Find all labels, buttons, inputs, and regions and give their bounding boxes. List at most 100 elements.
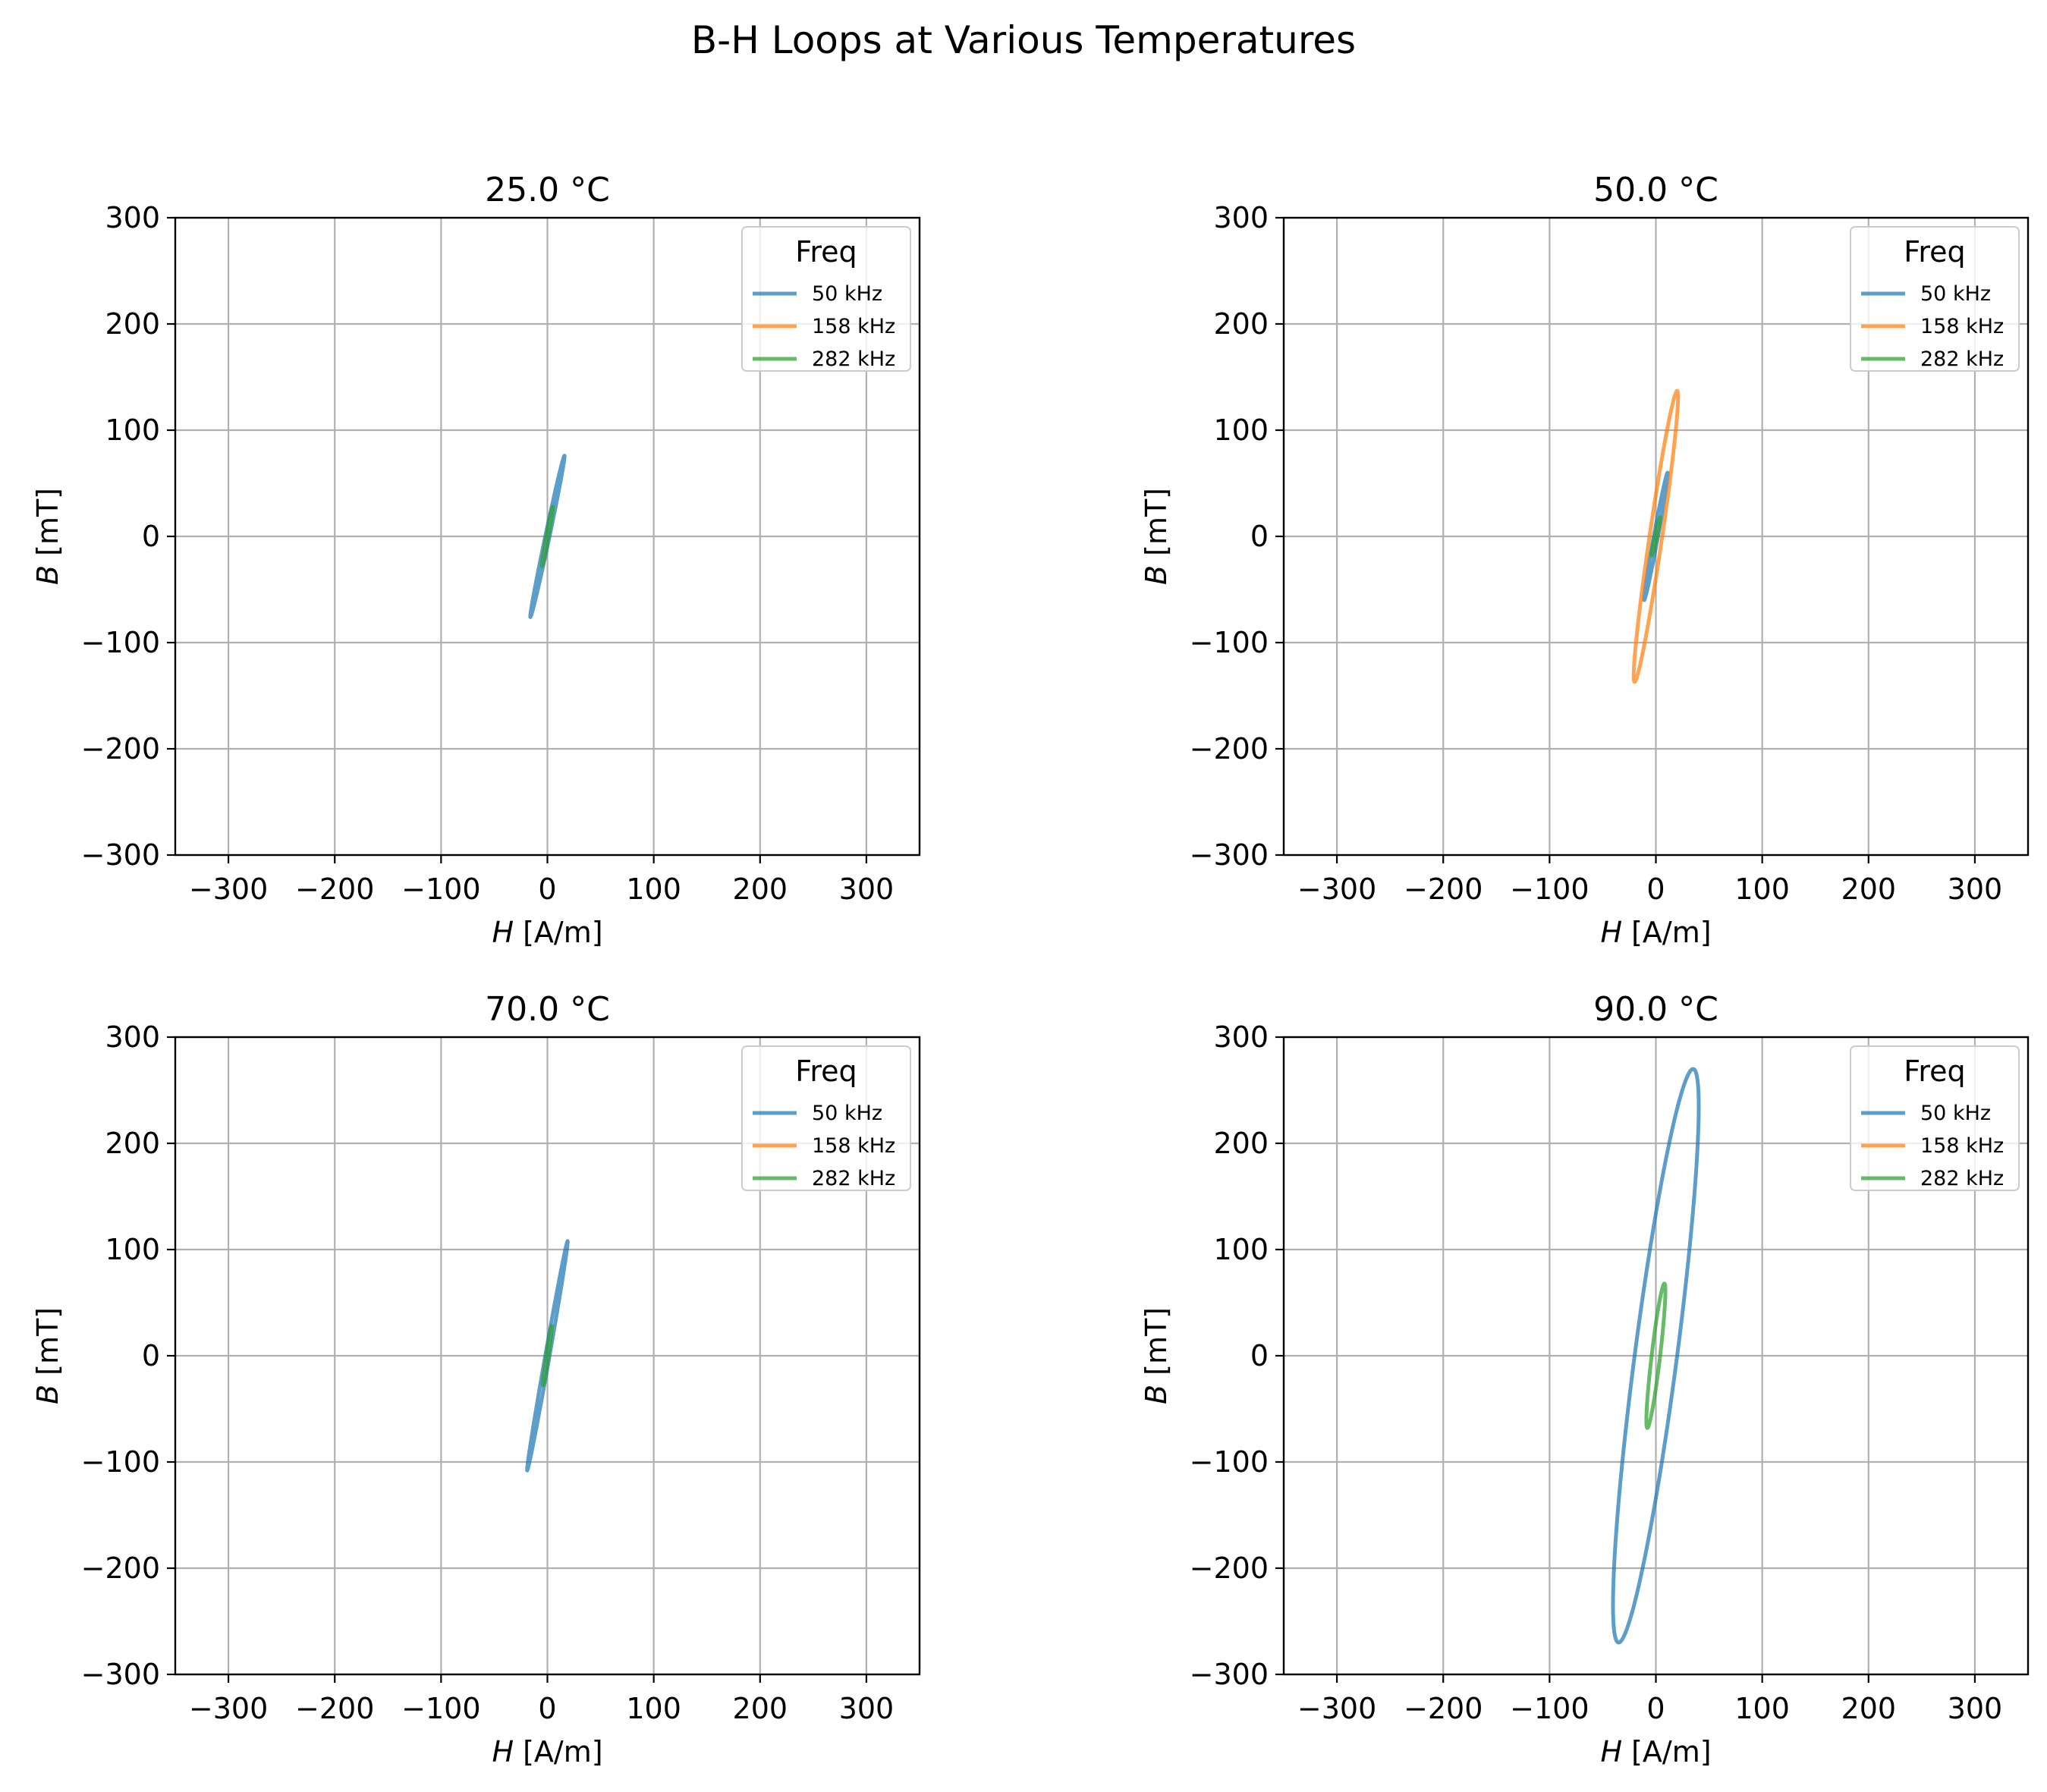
bh-loop-282-khz [541,1324,554,1388]
legend-box [1850,1045,2020,1191]
y-tick-label: 0 [1250,520,1269,553]
x-axis-label: H [A/m] [492,1735,602,1768]
x-tick-label: 200 [1841,1692,1897,1725]
y-axis-label: B [mT] [1140,488,1173,585]
y-axis-label: B [mT] [1140,1307,1173,1404]
x-tick-label: 0 [538,872,556,906]
x-tick-label: −100 [1510,872,1589,906]
bh-loop-158-khz [1631,388,1681,684]
subplot-grid: −300 −200 −100 0 100 200 300 −300 −200 −100 0 100 20… [31,171,2030,1768]
x-tick-label: 300 [1948,1692,2003,1725]
legend-title: Freq [1904,1055,1965,1088]
subplot-4: −300 −200 −100 0 100 200 300 −300 −200 −100 0 100 20… [1140,990,2030,1768]
bh-loop-282-khz [1649,515,1662,558]
y-tick-label: 0 [142,520,160,553]
x-tick-label: −100 [401,872,480,906]
x-axis-label: H [A/m] [1600,1735,1711,1768]
y-tick-label: −200 [1190,1551,1269,1585]
legend-entry-label: 282 kHz [1920,347,2004,371]
y-tick-label: 200 [105,1127,160,1160]
series-layer [1631,388,1681,684]
legend-title: Freq [1904,235,1965,269]
x-tick-label: 100 [1734,872,1790,906]
legend: Freq 50 kHz 158 kHz 282 kHz [741,1045,911,1191]
x-tick-label: −200 [295,872,374,906]
y-tick-label: −100 [1190,1445,1269,1479]
figure-title: B-H Loops at Various Temperatures [691,18,1356,62]
legend-box [741,226,911,372]
x-tick-label: −300 [1297,872,1376,906]
legend-entry-label: 282 kHz [812,347,895,371]
legend-box [741,1045,911,1191]
y-tick-label: −100 [81,1445,160,1479]
y-tick-label: 300 [105,1020,160,1054]
x-tick-label: 200 [1841,872,1897,906]
y-tick-label: −300 [81,838,160,872]
legend-entry-label: 158 kHz [1920,1134,2004,1158]
y-axis-label: B [mT] [31,1307,64,1404]
x-tick-label: −300 [189,1692,268,1725]
x-tick-label: −200 [295,1692,374,1725]
x-tick-label: 200 [733,872,788,906]
y-tick-label: 300 [1213,1020,1269,1054]
y-tick-label: −200 [1190,732,1269,766]
legend-entry-label: 282 kHz [1920,1167,2004,1190]
y-tick-label: 100 [1213,1233,1269,1266]
legend-entry-label: 50 kHz [1920,1102,1991,1125]
legend: Freq 50 kHz 158 kHz 282 kHz [741,226,911,372]
y-tick-label: −200 [81,1551,160,1585]
legend-entry-label: 50 kHz [812,1102,882,1125]
legend-title: Freq [795,235,857,269]
y-tick-label: 0 [1250,1339,1269,1372]
subplot-3: −300 −200 −100 0 100 200 300 −300 −200 −100 0 100 20… [31,990,921,1768]
y-tick-label: 300 [1213,201,1269,234]
x-tick-label: 300 [839,872,895,906]
y-tick-label: 200 [1213,307,1269,341]
legend-entry-label: 50 kHz [812,282,882,306]
subplot-title: 25.0 °C [485,171,610,209]
legend-entry-label: 158 kHz [1920,315,2004,338]
y-tick-label: −100 [81,626,160,659]
y-axis-label: B [mT] [31,488,64,585]
legend-box [1850,226,2020,372]
x-tick-label: −300 [189,872,268,906]
series-layer [528,454,567,619]
legend-entry-label: 158 kHz [812,1134,895,1158]
x-tick-label: 0 [1646,1692,1665,1725]
x-tick-label: −100 [401,1692,480,1725]
y-tick-label: 100 [105,1233,160,1266]
y-tick-label: 100 [1213,413,1269,447]
y-tick-label: −300 [1190,1658,1269,1691]
y-tick-label: 300 [105,201,160,234]
legend-entry-label: 50 kHz [1920,282,1991,306]
subplot-title: 50.0 °C [1593,171,1718,209]
x-tick-label: 0 [1646,872,1665,906]
x-tick-label: 100 [626,872,681,906]
x-tick-label: 0 [538,1692,556,1725]
y-tick-label: 200 [105,307,160,341]
x-tick-label: −100 [1510,1692,1589,1725]
subplot-1: −300 −200 −100 0 100 200 300 −300 −200 −100 0 100 20… [31,171,921,949]
x-tick-label: 300 [1948,872,2003,906]
y-tick-label: 200 [1213,1127,1269,1160]
legend: Freq 50 kHz 158 kHz 282 kHz [1850,226,2020,372]
x-axis-label: H [A/m] [1600,916,1711,949]
x-tick-label: 300 [839,1692,895,1725]
legend-entry-label: 282 kHz [812,1167,895,1190]
legend-entry-label: 158 kHz [812,315,895,338]
x-tick-label: −200 [1404,872,1483,906]
x-tick-label: 100 [626,1692,681,1725]
x-tick-label: −200 [1404,1692,1483,1725]
y-tick-label: −100 [1190,626,1269,659]
y-tick-label: −200 [81,732,160,766]
subplot-title: 70.0 °C [485,990,610,1029]
x-tick-label: −300 [1297,1692,1376,1725]
subplot-2: −300 −200 −100 0 100 200 300 −300 −200 −100 0 100 20… [1140,171,2030,949]
bh-loop-282-khz [539,505,555,568]
y-tick-label: −300 [81,1658,160,1691]
legend: Freq 50 kHz 158 kHz 282 kHz [1850,1045,2020,1191]
bh-loop-50-khz [1611,1067,1701,1645]
y-tick-label: −300 [1190,838,1269,872]
